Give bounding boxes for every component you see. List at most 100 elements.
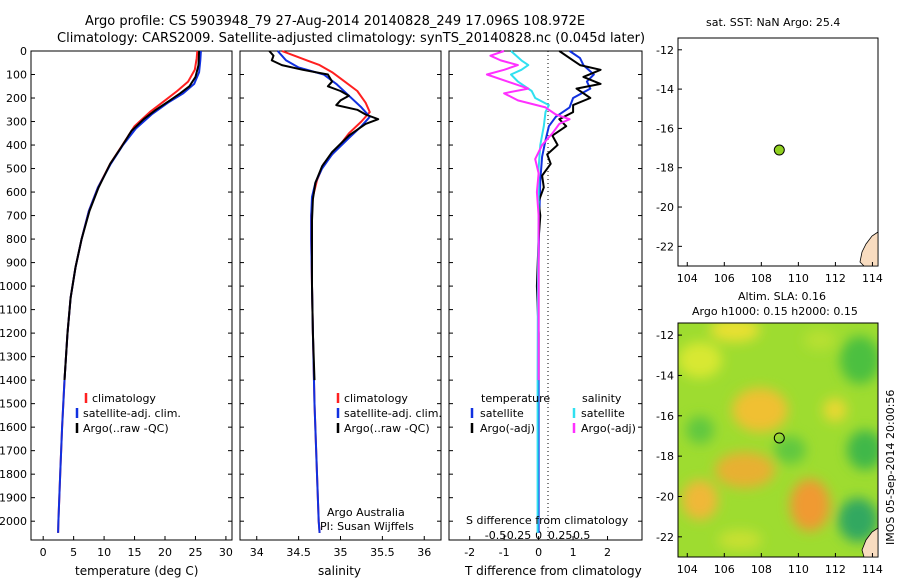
x-tick-label: -2 [464,546,475,559]
series-line-argo [63,50,201,381]
legend-salinity-heading: salinity [582,392,622,405]
sla-map-title-1: Altim. SLA: 0.16 [738,290,826,303]
salinity-legend-satellite: satellite-adj. clim. [344,407,442,420]
s-difference-label: S difference from climatology [466,514,629,527]
map-x-tick-label: 106 [714,272,735,285]
map-y-tick-label: -12 [656,329,674,342]
legend-s-argo: Argo(-adj) [581,422,636,435]
y-tick-label: 300 [6,116,27,129]
map-y-tick-label: -14 [656,83,674,96]
series-line-climatology [281,50,371,533]
map-x-tick-label: 114 [862,563,883,576]
y-tick-label: 1600 [0,421,27,434]
sst-argo-location-marker [773,144,785,156]
x-tick-label: 35.5 [370,546,395,559]
y-tick-label: 700 [6,210,27,223]
s-diff-tick-label: 0.5 [573,529,591,542]
sla-argo-location-marker [773,432,785,444]
map-y-tick-label: -18 [656,450,674,463]
map-x-tick-label: 108 [751,272,772,285]
y-tick-label: 600 [6,186,27,199]
x-tick-label: 0 [40,546,47,559]
y-tick-label: 1300 [0,351,27,364]
map-y-tick-label: -18 [656,162,674,175]
y-tick-label: 2000 [0,515,27,528]
series-line-climatology [57,50,199,533]
salinity-legend-climatology: climatology [344,392,408,405]
map-x-tick-label: 104 [677,272,698,285]
sst-map-panel: sat. SST: NaN Argo: 25.4 104 106 108 110 112… [656,16,883,285]
y-tick-label: 1900 [0,492,27,505]
salinity-legend: climatology satellite-adj. clim. Argo(..… [336,392,442,435]
legend-t-argo: Argo(-adj) [480,422,535,435]
salinity-legend-argo: Argo(..raw -QC) [344,422,430,435]
map-y-tick-label: -20 [656,490,674,503]
y-tick-label: 800 [6,233,27,246]
map-y-tick-label: -14 [656,369,674,382]
x-tick-label: 10 [97,546,111,559]
x-tick-label: 34.5 [286,546,311,559]
s-diff-tick-label: 0 [535,529,542,542]
x-tick-label: 20 [158,546,172,559]
y-tick-label: 0 [20,45,27,58]
s-diff-tick-label: 0.25 [548,529,573,542]
argo-australia-label: Argo Australia [327,506,405,519]
y-tick-label: 1000 [0,280,27,293]
map-y-tick-label: -16 [656,122,674,135]
x-tick-label: 30 [219,546,233,559]
temperature-xlabel: temperature (deg C) [75,564,198,578]
series-line-satellite [537,50,595,533]
temperature-legend-climatology: climatology [92,392,156,405]
pi-label: PI: Susan Wijffels [320,520,414,533]
x-tick-label: 15 [128,546,142,559]
x-tick-label: 5 [70,546,77,559]
y-tick-label: 400 [6,139,27,152]
difference-panel: -2 -1 0 1 2 -0.5-0.25 0 0.25 0.5 S difference fr… [448,50,643,578]
temperature-legend-satellite: satellite-adj. clim. [83,407,181,420]
difference-plot-frame [448,50,643,541]
salinity-xlabel: salinity [318,564,361,578]
y-tick-label: 1200 [0,327,27,340]
legend-temperature-heading: temperature [481,392,550,405]
y-tick-label: 1800 [0,468,27,481]
s-diff-tick-label: -0.5 [485,529,506,542]
x-tick-label: 2 [604,546,611,559]
x-tick-label: -1 [499,546,510,559]
map-y-tick-label: -20 [656,201,674,214]
y-tick-label: 500 [6,163,27,176]
t-difference-xlabel: T difference from climatology [464,564,642,578]
y-tick-label: 1100 [0,304,27,317]
map-x-tick-label: 112 [825,563,846,576]
y-tick-label: 1500 [0,398,27,411]
series-line-sal_sat [510,50,550,533]
sst-map-title: sat. SST: NaN Argo: 25.4 [706,16,840,29]
map-x-tick-label: 108 [751,563,772,576]
sla-map-title-2: Argo h1000: 0.15 h2000: 0.15 [692,305,858,318]
y-tick-label: 1700 [0,445,27,458]
salinity-panel: 34 34.5 35 35.5 36 salinity climatology sate… [239,50,442,578]
map-y-tick-label: -16 [656,410,674,423]
title-line-2: Climatology: CARS2009. Satellite-adjuste… [57,31,645,46]
series-line-argo [268,50,380,381]
x-tick-label: 1 [570,546,577,559]
map-x-tick-label: 110 [788,272,809,285]
salinity-plot-frame [239,50,442,541]
legend-t-satellite: satellite [480,407,524,420]
imos-timestamp: IMOS 05-Sep-2014 20:00:56 [884,390,897,545]
map-x-tick-label: 104 [677,563,698,576]
temperature-legend: climatology satellite-adj. clim. Argo(..… [75,392,181,435]
y-tick-label: 900 [6,257,27,270]
map-y-tick-label: -22 [656,531,674,544]
temperature-panel: 0 5 10 15 20 25 300100200300400500600700800900… [0,45,233,578]
sla-map-frame [677,322,879,558]
y-tick-label: 200 [6,92,27,105]
x-tick-label: 25 [188,546,202,559]
y-tick-label: 100 [6,69,27,82]
series-line-satellite [276,50,371,533]
series-line-satellite [57,50,202,533]
temperature-plot-frame [30,50,233,541]
map-x-tick-label: 114 [862,272,883,285]
map-x-tick-label: 106 [714,563,735,576]
series-line-sal_argo [485,50,571,381]
